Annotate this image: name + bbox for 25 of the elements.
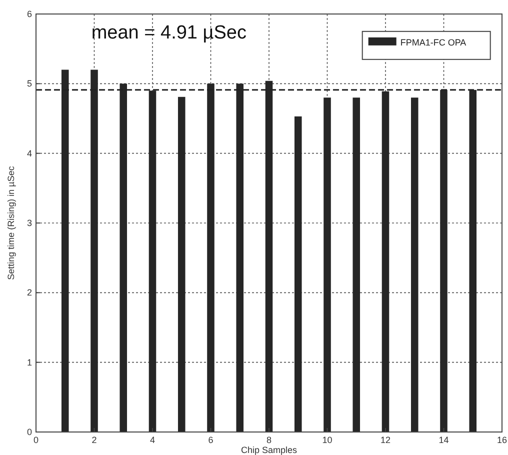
y-axis-title: Setting time (Rising) in µSec [6,166,16,280]
y-tick-label: 5 [26,78,32,89]
y-tick-label: 3 [26,218,32,228]
y-tick-label: 4 [26,148,32,158]
x-axis-title: Chip Samples [240,445,298,455]
bar [178,96,186,432]
legend-label: FPMA1-FC OPA [400,37,466,48]
x-tick-label: 2 [92,435,97,445]
x-tick-label: 16 [496,435,508,445]
ref-line-label: mean = 4.91 µSec [91,22,246,44]
x-tick-label: 0 [33,435,39,445]
y-tick-label: 2 [26,288,32,298]
x-tick-label: 4 [150,435,156,445]
x-tick-label: 12 [380,435,391,445]
bar [410,98,418,432]
x-tick-label: 6 [208,435,214,445]
y-tick-label: 1 [26,357,32,368]
y-tick-label: 6 [26,9,32,19]
bar [352,98,360,432]
y-tick-label: 0 [26,427,32,437]
x-tick-label: 10 [322,435,332,445]
x-tick-label: 14 [438,435,449,445]
x-tick-label: 8 [266,435,272,445]
bar [324,98,331,432]
bar [294,116,302,432]
